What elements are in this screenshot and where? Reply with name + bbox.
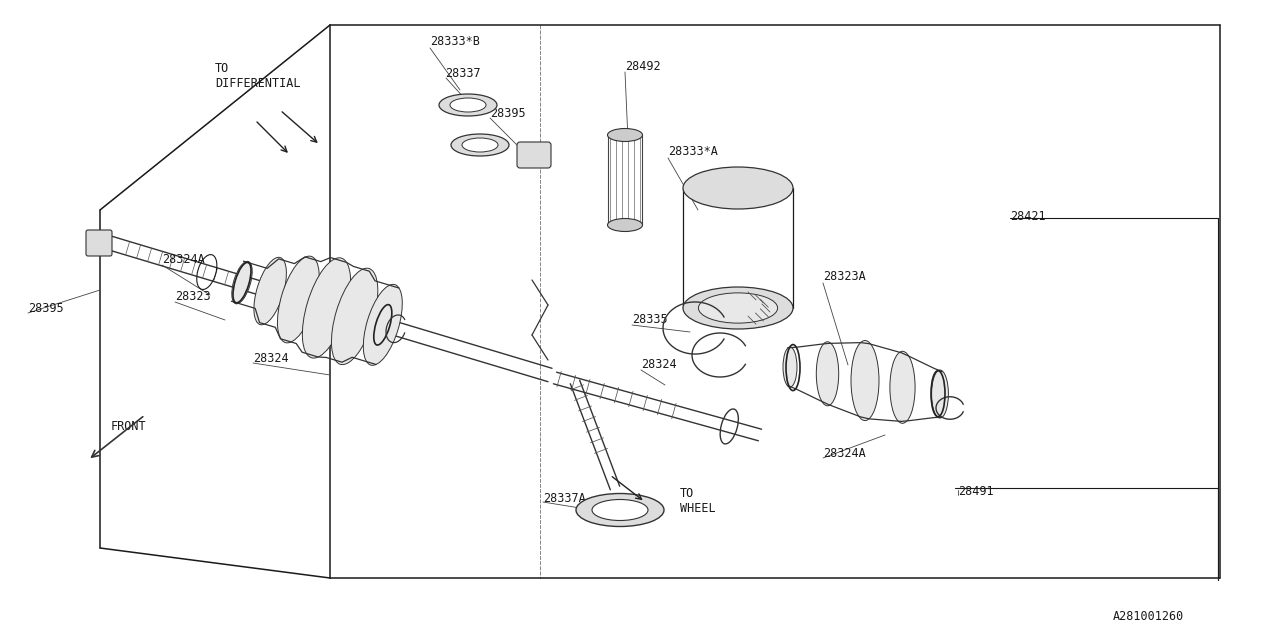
Text: TO
DIFFERENTIAL: TO DIFFERENTIAL: [215, 62, 301, 90]
Text: 28421: 28421: [1010, 210, 1046, 223]
Text: 28395: 28395: [490, 107, 526, 120]
Text: 28324: 28324: [641, 358, 677, 371]
Text: 28324A: 28324A: [163, 253, 205, 266]
Ellipse shape: [699, 293, 778, 323]
Text: 28333*A: 28333*A: [668, 145, 718, 158]
Ellipse shape: [783, 347, 797, 387]
Text: 28337A: 28337A: [543, 492, 586, 505]
Ellipse shape: [232, 261, 252, 304]
Ellipse shape: [684, 167, 794, 209]
Text: TO
WHEEL: TO WHEEL: [680, 487, 716, 515]
Ellipse shape: [684, 287, 794, 329]
Text: 28395: 28395: [28, 302, 64, 315]
Ellipse shape: [608, 129, 643, 141]
Ellipse shape: [439, 94, 497, 116]
Text: 28324A: 28324A: [823, 447, 865, 460]
Text: 28337: 28337: [445, 67, 480, 80]
FancyBboxPatch shape: [86, 230, 113, 256]
Ellipse shape: [451, 134, 509, 156]
Text: 28333*B: 28333*B: [430, 35, 480, 48]
Text: 28323: 28323: [175, 290, 211, 303]
Text: FRONT: FRONT: [111, 420, 147, 433]
Ellipse shape: [851, 340, 879, 420]
Text: 28491: 28491: [957, 485, 993, 498]
Text: A281001260: A281001260: [1112, 610, 1184, 623]
Ellipse shape: [576, 493, 664, 527]
Ellipse shape: [591, 499, 648, 520]
Ellipse shape: [890, 351, 915, 423]
Ellipse shape: [608, 218, 643, 232]
Text: 28324: 28324: [253, 352, 288, 365]
Text: 28335: 28335: [632, 313, 668, 326]
Text: 28492: 28492: [625, 60, 660, 73]
FancyBboxPatch shape: [517, 142, 550, 168]
Ellipse shape: [253, 257, 287, 324]
Ellipse shape: [817, 342, 838, 406]
Ellipse shape: [932, 370, 948, 418]
Ellipse shape: [332, 268, 378, 365]
Text: 28323A: 28323A: [823, 270, 865, 283]
Ellipse shape: [278, 256, 319, 343]
Ellipse shape: [462, 138, 498, 152]
Ellipse shape: [302, 258, 351, 358]
Ellipse shape: [451, 98, 486, 112]
Ellipse shape: [364, 284, 402, 365]
